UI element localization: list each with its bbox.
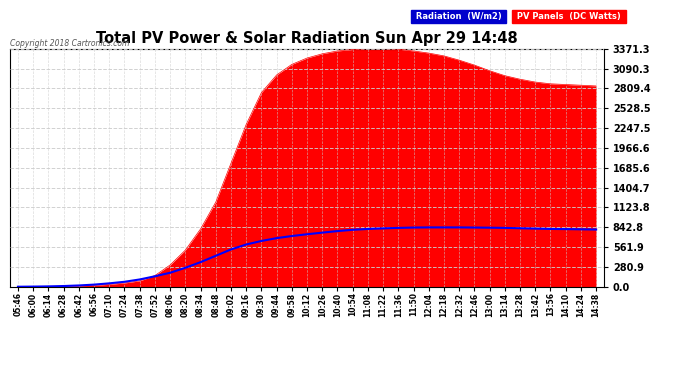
- Text: PV Panels  (DC Watts): PV Panels (DC Watts): [514, 12, 624, 21]
- Text: Radiation  (W/m2): Radiation (W/m2): [413, 12, 504, 21]
- Title: Total PV Power & Solar Radiation Sun Apr 29 14:48: Total PV Power & Solar Radiation Sun Apr…: [96, 31, 518, 46]
- Text: Copyright 2018 Cartronics.com: Copyright 2018 Cartronics.com: [10, 39, 130, 48]
